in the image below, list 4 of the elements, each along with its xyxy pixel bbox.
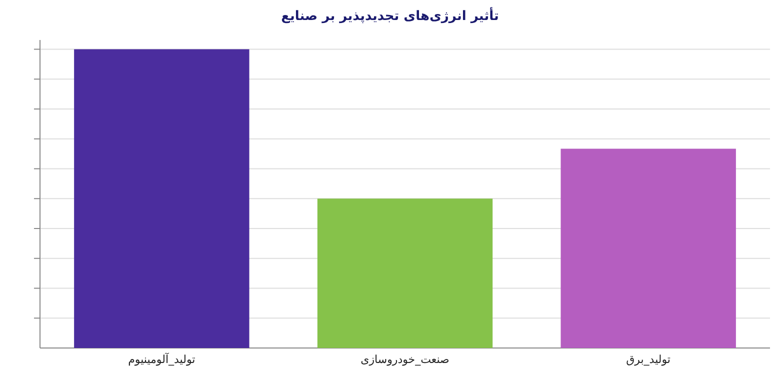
chart-title: تأثیر انرژی‌های تجدیدپذیر بر صنایع xyxy=(281,7,499,24)
x-tick-label: صنعت_خودروسازی xyxy=(360,353,450,366)
x-tick-label: تولید_برق xyxy=(626,353,671,366)
x-tick-label: تولید_آلومینیوم xyxy=(128,352,196,366)
